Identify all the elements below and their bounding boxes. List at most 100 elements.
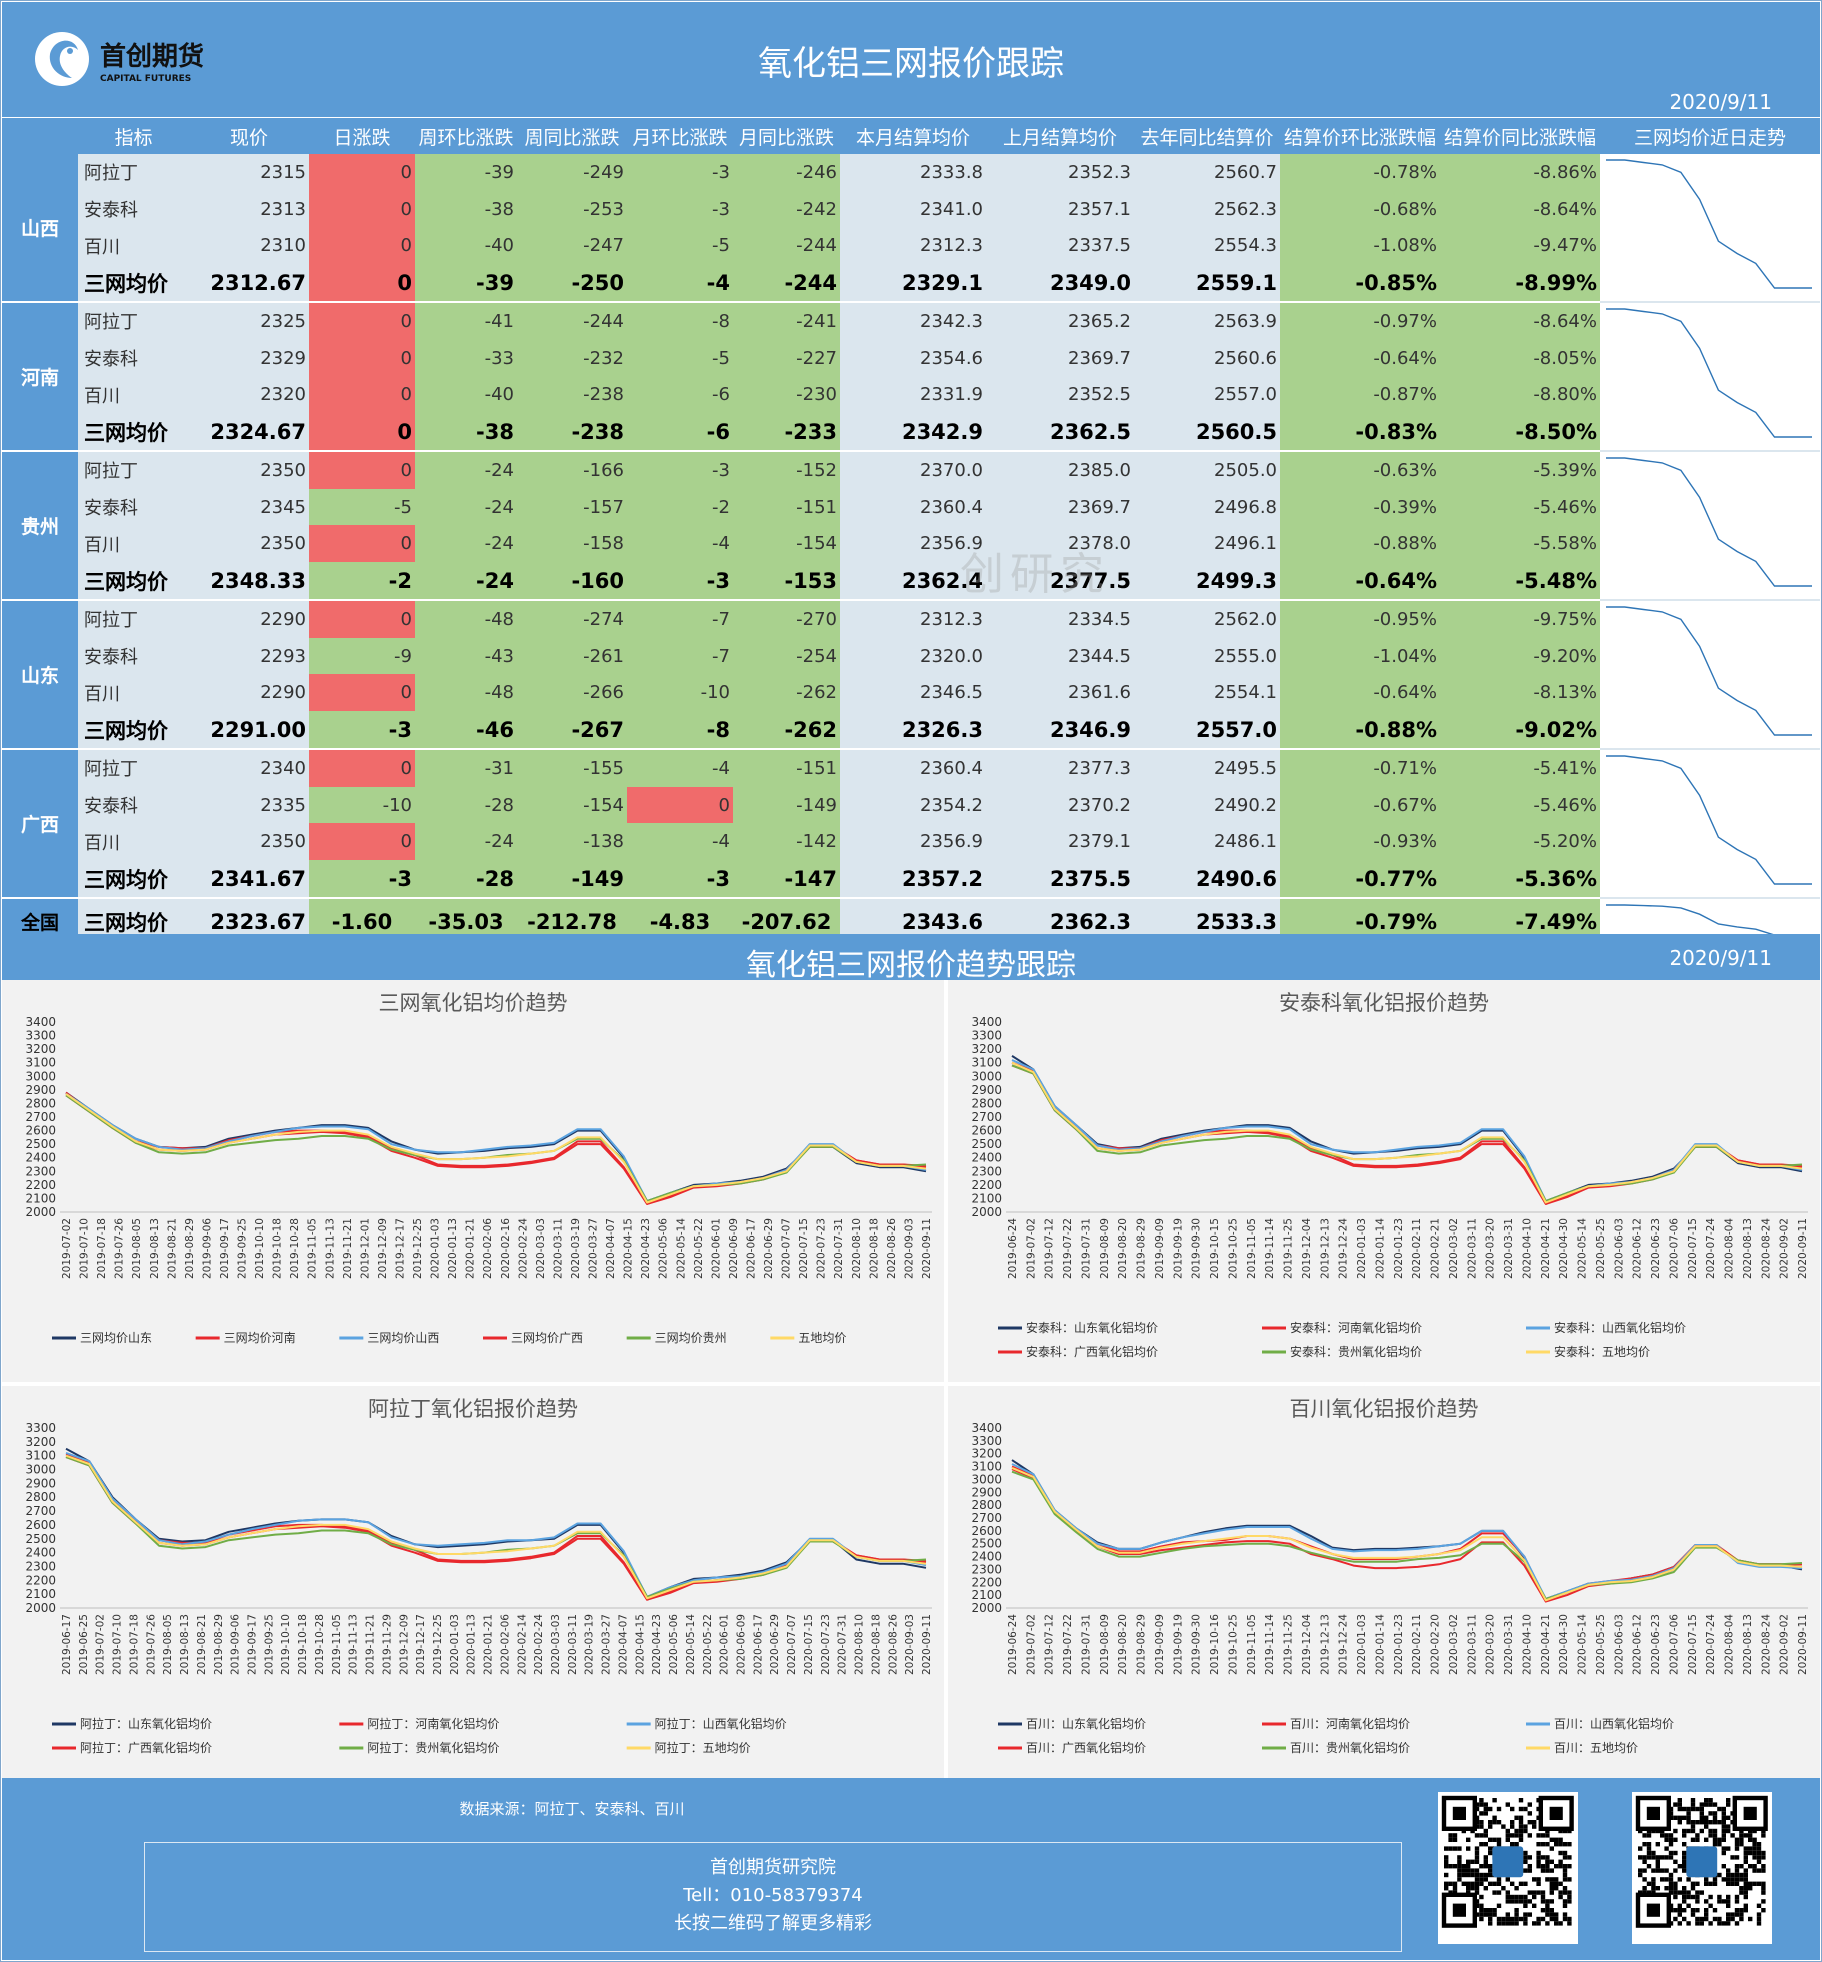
value-cell: -1.04% <box>1280 637 1440 675</box>
indicator-name: 安泰科 <box>78 786 189 824</box>
qr-module <box>1514 1842 1519 1847</box>
qr-module <box>1752 1850 1757 1856</box>
qr-module <box>1532 1894 1537 1900</box>
qr-module <box>1514 1828 1519 1834</box>
qr-module <box>1479 1908 1484 1913</box>
value-cell: -267 <box>517 711 627 750</box>
qr-module <box>1510 1916 1515 1922</box>
qr-module <box>1721 1820 1726 1825</box>
series-line <box>65 1453 927 1601</box>
x-tick-label: 2019-07-02 <box>1025 1614 1037 1675</box>
indicator-name: 阿拉丁 <box>78 749 189 787</box>
sparkline-cell <box>1600 749 1820 899</box>
qr-module <box>1734 1908 1740 1913</box>
qr-module <box>1752 1842 1757 1847</box>
value-cell: 2329 <box>189 339 309 377</box>
qr-module <box>1510 1921 1515 1926</box>
qr-module <box>1673 1802 1678 1807</box>
qr-module <box>1726 1903 1731 1908</box>
qr-module <box>1712 1802 1718 1807</box>
value-cell: -247 <box>517 227 627 265</box>
qr-module <box>1708 1833 1713 1838</box>
value-cell: -154 <box>517 786 627 824</box>
x-tick-label: 2020-01-23 <box>1393 1614 1405 1675</box>
qr-module <box>1496 1921 1502 1926</box>
value-cell: -43 <box>415 637 517 675</box>
value-cell: 2360.4 <box>840 749 986 787</box>
qr-module <box>1501 1886 1506 1891</box>
value-cell: 2350 <box>189 823 309 861</box>
sparkline-line <box>1606 904 1812 936</box>
qr-module <box>1510 1820 1515 1825</box>
qr-module <box>1739 1912 1744 1917</box>
x-tick-label: 2020-06-17 <box>752 1614 764 1675</box>
qr-code-2[interactable] <box>1632 1792 1772 1944</box>
qr-module <box>1549 1908 1554 1913</box>
value-cell: -5 <box>627 339 733 377</box>
x-tick-label: 2020-04-30 <box>1558 1614 1570 1675</box>
sparkline <box>1606 159 1812 289</box>
value-cell: -40 <box>415 227 517 265</box>
qr-module <box>1743 1872 1748 1878</box>
value-cell: -24 <box>415 823 517 861</box>
value-cell: 2291.00 <box>189 711 309 750</box>
x-tick-label: 2020-09-11 <box>1797 1218 1809 1279</box>
x-tick-label: 2020-08-24 <box>1760 1614 1772 1675</box>
value-cell: 2310 <box>189 227 309 265</box>
qr-module <box>1488 1868 1493 1873</box>
table-row: 百川 2320 0 -40 -238 -6 -230 2331.9 2352.5 2557.0 -0… <box>2 376 1820 414</box>
qr-module <box>1682 1815 1687 1820</box>
qr-module <box>1717 1806 1722 1812</box>
y-tick-label: 2800 <box>971 1096 1002 1110</box>
value-cell: -8.64% <box>1440 302 1600 340</box>
qr-module <box>1479 1894 1484 1900</box>
qr-module <box>1510 1806 1515 1812</box>
qr-module <box>1708 1921 1713 1926</box>
qr-module <box>1642 1886 1647 1891</box>
qr-module <box>1562 1864 1568 1869</box>
qr-module <box>1545 1912 1550 1917</box>
qr-module <box>1726 1899 1731 1904</box>
qr-module <box>1510 1842 1515 1847</box>
x-tick-label: 2020-05-25 <box>1595 1614 1607 1675</box>
qr-module <box>1726 1802 1731 1807</box>
y-tick-label: 3200 <box>971 1447 1002 1461</box>
qr-module <box>1686 1828 1691 1834</box>
qr-module <box>1682 1806 1687 1812</box>
qr-module <box>1514 1815 1519 1820</box>
indicator-name: 阿拉丁 <box>78 600 189 638</box>
value-cell: -8.05% <box>1440 339 1600 377</box>
qr-module <box>1540 1864 1546 1869</box>
qr-module <box>1540 1908 1546 1913</box>
qr-module <box>1510 1894 1515 1900</box>
qr-module <box>1682 1864 1687 1869</box>
x-tick-label: 2020-01-03 <box>1356 1218 1368 1279</box>
x-tick-label: 2020-01-03 <box>449 1614 461 1675</box>
qr-module <box>1567 1916 1572 1922</box>
value-cell: 2560.5 <box>1134 413 1280 452</box>
indicator-name: 安泰科 <box>78 488 189 526</box>
x-tick-label: 2019-12-25 <box>432 1614 444 1675</box>
qr-module <box>1682 1842 1687 1847</box>
qr-module <box>1523 1806 1528 1812</box>
y-tick-label: 2600 <box>971 1524 1002 1538</box>
value-cell: -155 <box>517 749 627 787</box>
qr-module <box>1567 1899 1572 1904</box>
qr-code-1[interactable] <box>1438 1792 1578 1944</box>
qr-module <box>1457 1872 1462 1878</box>
indicator-name: 阿拉丁 <box>78 451 189 489</box>
qr-module <box>1488 1820 1493 1825</box>
value-cell: -0.95% <box>1280 600 1440 638</box>
qr-module <box>1496 1820 1502 1825</box>
qr-module <box>1761 1890 1766 1895</box>
x-tick-label: 2020-07-23 <box>820 1614 832 1675</box>
qr-module <box>1642 1877 1647 1882</box>
qr-module <box>1664 1833 1669 1838</box>
qr-module <box>1756 1912 1762 1917</box>
qr-module <box>1646 1842 1652 1847</box>
qr-module <box>1523 1850 1528 1856</box>
qr-module <box>1752 1837 1757 1842</box>
qr-module <box>1474 1855 1480 1860</box>
qr-module <box>1505 1802 1510 1807</box>
qr-module <box>1756 1903 1762 1908</box>
